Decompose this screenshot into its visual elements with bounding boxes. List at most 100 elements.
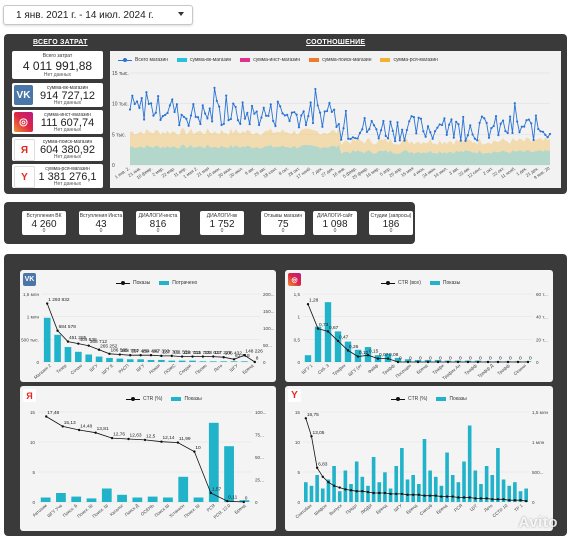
bar [43,317,51,362]
line-point [376,357,380,360]
x-tick-label: 2 окт. [482,166,494,176]
line-point [516,360,520,364]
total-series-point [490,126,493,130]
x-tick-label: Выпуск [328,503,343,516]
y-tick-label: 10 тыс. [112,102,129,108]
legend-label: Показы [184,396,202,402]
total-series-point [365,130,369,133]
line-point [139,354,142,357]
total-series-point [288,119,291,123]
line-point [400,492,404,496]
total-series-point [497,134,500,137]
legend-swatch [171,397,182,401]
line-point [222,356,225,359]
bar [304,482,308,502]
left-tick-label: 0 [32,500,35,505]
total-series-point [520,125,523,128]
stat-value: 816 [149,219,167,230]
x-tick-label: ЛЮДИ [360,503,373,515]
total-series-point [523,125,526,128]
cost-card-label: сумма-инст-магазин [44,112,91,118]
data-label: 0,26 [349,344,359,350]
x-tick-label: РСЯ [206,503,216,513]
stat-label: Вступления ВК [26,213,62,219]
line-point [436,360,440,364]
total-series-point [325,109,329,113]
bar [85,354,93,362]
data-label: 0 [449,356,452,362]
total-series-point [194,115,197,118]
total-series-point [260,116,263,119]
bar [320,488,325,502]
total-series-point [501,119,505,122]
line-point [129,354,132,357]
stat-value: 186 [382,219,400,230]
total-series-point [257,123,261,127]
total-series-point [250,104,254,108]
line-point [406,360,410,364]
cost-card: Всего затрат 4 011 991,88 Нет данных [12,51,103,79]
bar [450,475,455,502]
data-label: 17,48 [47,410,59,416]
yandex-search-chart-plot: 15 10 5 0 100... 75... 50... 25... 0 17,48 15,13 14… [30,410,267,520]
bar [496,448,500,502]
stat-card: Отзывы магазин 75 0 [261,211,305,235]
bar [422,439,427,502]
line-point [446,360,450,364]
line-point [496,498,500,501]
data-label: 106 432 [225,351,243,357]
total-series-point [440,123,444,127]
total-series-point [455,120,458,123]
stat-label: ДИАЛОГИ-инста [138,213,178,219]
data-label: 115 779 [194,350,211,356]
total-series-point [443,117,446,120]
total-series-point [171,98,174,101]
bar [371,457,376,502]
total-series-point [375,128,378,131]
legend-item: Потрачено [159,280,197,286]
bar [95,356,103,362]
total-series-point [527,118,530,121]
line-point [45,302,49,305]
totals-section-title: ВСЕГО ЗАТРАТ [33,39,88,46]
line-point [479,497,483,500]
total-series-point [267,114,270,118]
line-point [344,488,347,491]
data-label: 0 [429,356,432,362]
right-tick-label: 100... [263,326,275,331]
bar [178,476,189,502]
data-label: 265 252 [100,343,118,349]
date-range-select[interactable]: 1 янв. 2021 г. - 14 июл. 2024 г. [3,5,193,25]
bar [56,493,66,502]
total-series-point [422,130,425,133]
bar [199,361,207,362]
data-label: 13,05 [312,430,324,436]
line-point [524,499,528,503]
x-tick-label: Каталог [109,503,125,517]
legend-swatch [391,397,405,401]
line-point [496,360,500,364]
line-point [346,349,350,352]
bar [334,331,342,362]
x-tick-label: Новая [148,363,161,375]
legend-item: Показы [436,396,467,402]
line-point [417,493,421,496]
line-point [143,438,147,442]
data-label: 0,73 [319,322,329,328]
total-series-point [222,122,225,125]
instagram-icon: ◎ [288,273,301,286]
x-tick-label: Бренд [405,503,418,515]
legend-swatch [118,58,132,62]
line-point [396,360,400,364]
legend-item: CTR (%) [126,396,162,402]
total-series-point [138,106,141,110]
bar [467,425,472,502]
total-series-point [513,102,516,105]
left-tick-label: 15 [295,410,301,415]
line-point [306,303,310,306]
bar [462,461,466,502]
right-tick-label: 500... [532,470,544,475]
line-point [378,491,381,495]
bar [428,470,432,502]
right-tick-label: 0 [263,360,266,365]
